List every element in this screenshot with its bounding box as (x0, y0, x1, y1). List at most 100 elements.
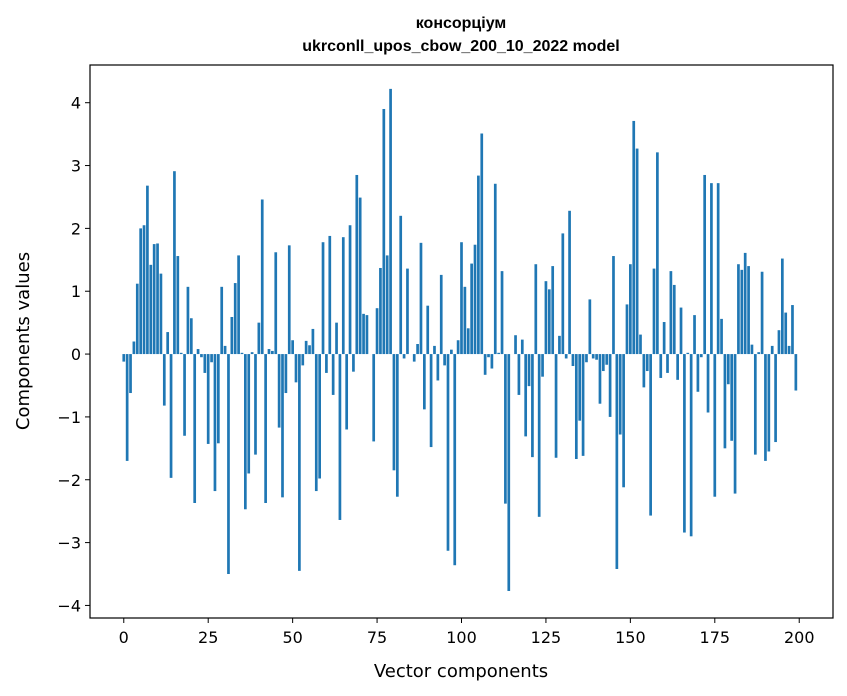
bar (537, 354, 541, 517)
bar (345, 354, 349, 430)
bar (348, 225, 352, 355)
bar (710, 183, 713, 355)
bar (517, 354, 521, 395)
bar (416, 344, 419, 355)
bar (699, 354, 703, 358)
bar (308, 345, 311, 355)
bar (629, 264, 632, 355)
bar (385, 255, 389, 355)
chart-title-line-2: ukrconll_upos_cbow_200_10_2022 model (302, 38, 619, 55)
bar (706, 354, 710, 413)
bar (612, 256, 615, 355)
bar (203, 354, 207, 373)
bar (726, 354, 730, 385)
y-tick-label: 0 (71, 345, 81, 364)
bar (352, 354, 355, 372)
y-axis-ticks: −4 −3 −2 −1 0 1 2 3 4 (57, 94, 90, 615)
bar (419, 242, 423, 355)
x-axis-ticks: 0 25 50 75 100 125 150 175 200 (119, 618, 815, 647)
bar (341, 237, 345, 355)
bar (328, 235, 332, 355)
bar (527, 354, 531, 387)
bar (271, 350, 274, 355)
bar (392, 354, 396, 471)
x-tick-label: 0 (119, 628, 129, 647)
bar (244, 354, 247, 510)
bar (338, 354, 342, 520)
bar (162, 354, 166, 406)
bar (551, 266, 555, 355)
bar (294, 354, 298, 383)
bar (622, 354, 625, 488)
x-tick-label: 50 (282, 628, 302, 647)
bar (318, 354, 321, 479)
y-tick-label: −2 (57, 471, 81, 490)
bar (132, 341, 136, 355)
bar (531, 354, 534, 458)
bar (372, 354, 376, 442)
bar (281, 354, 284, 498)
bar (362, 313, 365, 355)
bar (571, 354, 575, 367)
x-axis-label: Vector components (374, 661, 548, 682)
bar (466, 328, 470, 355)
bar (196, 349, 200, 355)
bar (493, 183, 497, 355)
bar (689, 354, 693, 537)
bar (200, 354, 203, 358)
bar (666, 354, 669, 373)
bar (753, 354, 757, 455)
bar (764, 354, 767, 461)
bar (757, 352, 761, 355)
bar (595, 354, 598, 360)
bar (412, 354, 416, 362)
bar (713, 354, 717, 497)
bar (659, 354, 663, 378)
bar (470, 263, 473, 355)
bar (574, 354, 578, 460)
bar (284, 354, 288, 394)
bar (149, 264, 153, 355)
bar (541, 354, 544, 377)
bar (683, 354, 686, 533)
y-axis-label: Components values (13, 252, 34, 430)
bar (598, 354, 602, 404)
bar (169, 354, 173, 478)
bar (642, 354, 646, 388)
bar (193, 354, 197, 503)
y-tick-label: 2 (71, 219, 81, 238)
bar (166, 332, 170, 355)
bar (605, 354, 609, 365)
bar (331, 354, 335, 395)
bar (220, 286, 224, 355)
bar (463, 286, 467, 355)
bar (277, 354, 281, 428)
bar (770, 345, 774, 355)
bar (406, 268, 409, 355)
bar (487, 354, 490, 358)
bar (402, 354, 406, 359)
bar (189, 318, 193, 355)
bar (608, 354, 612, 417)
bar (213, 354, 217, 492)
bar (791, 305, 794, 355)
y-tick-label: 4 (71, 94, 81, 113)
bar (477, 175, 480, 355)
bar (588, 299, 592, 355)
x-tick-label: 125 (531, 628, 562, 647)
bar (159, 273, 163, 355)
bar (524, 354, 528, 437)
bar (716, 183, 720, 355)
bar (750, 344, 754, 355)
y-tick-label: −1 (57, 408, 81, 427)
bar (679, 307, 683, 355)
bar (240, 352, 244, 355)
bar (615, 354, 619, 569)
y-tick-label: −4 (57, 596, 81, 615)
bar (257, 322, 261, 355)
bar (460, 242, 463, 355)
bar (450, 349, 453, 355)
bar (446, 354, 450, 551)
bar (298, 354, 301, 571)
bar (254, 354, 257, 455)
